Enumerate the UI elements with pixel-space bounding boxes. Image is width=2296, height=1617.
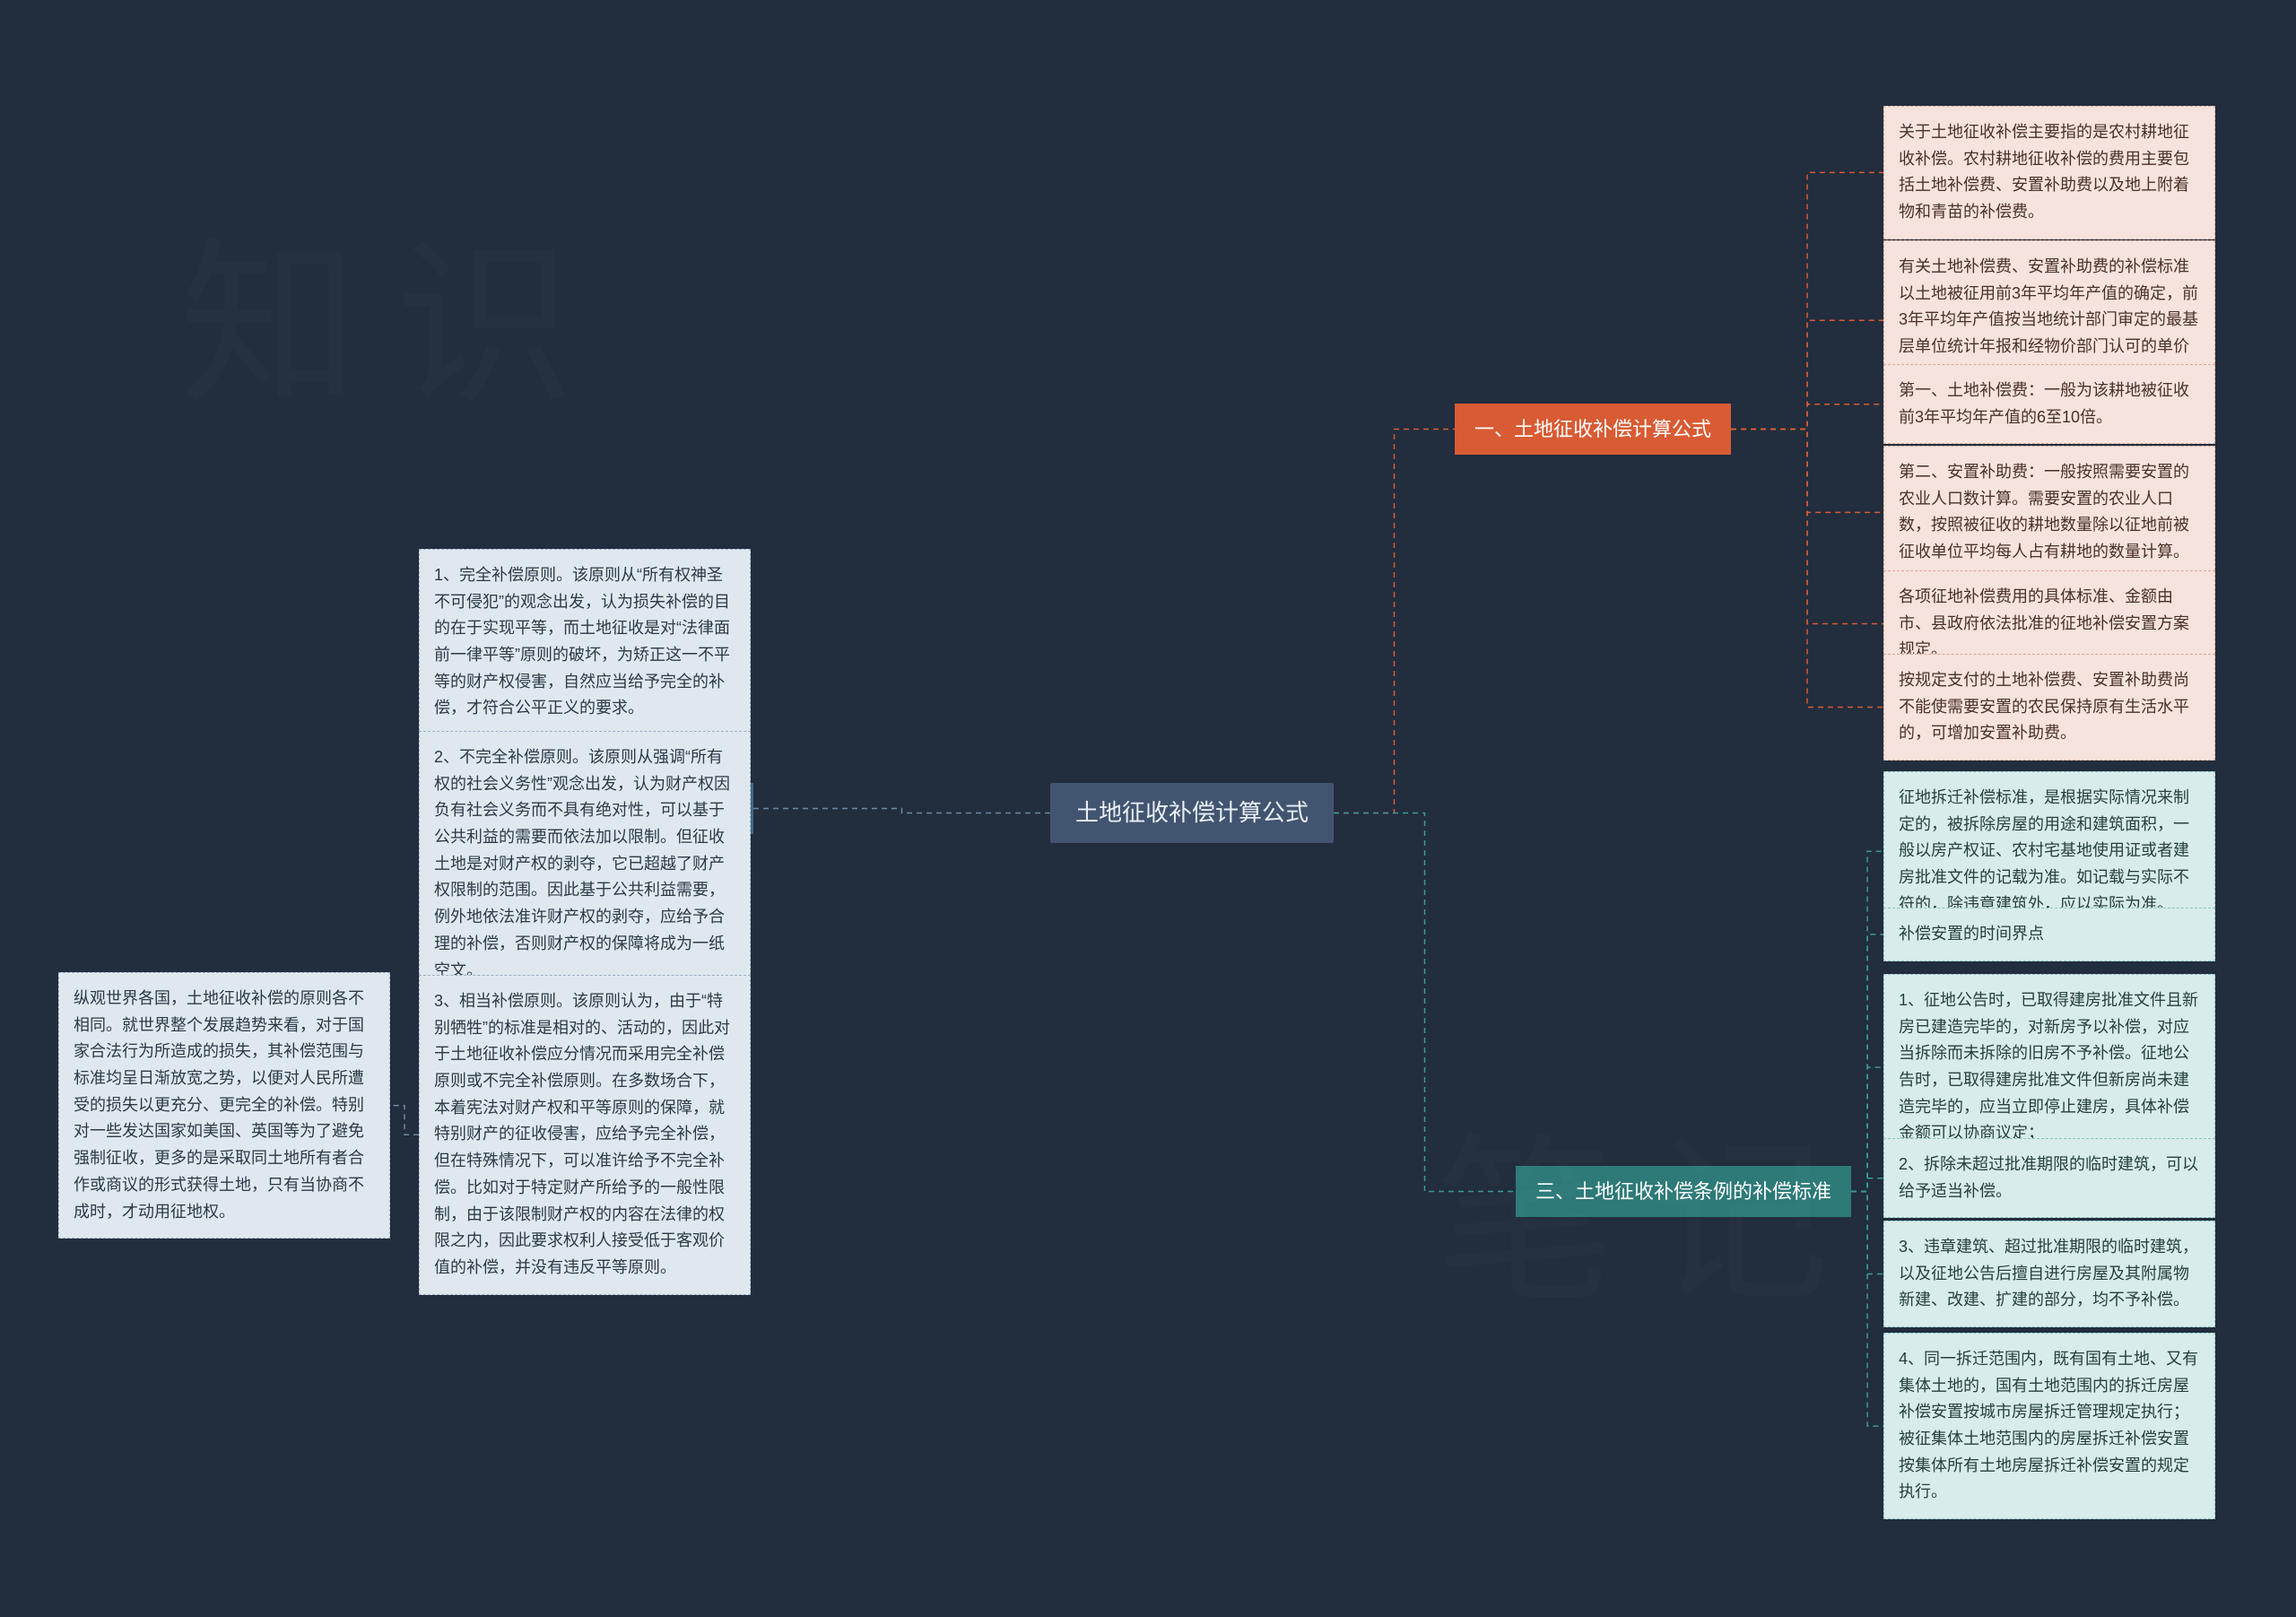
branch3-leaf-4[interactable]: 3、违章建筑、超过批准期限的临时建筑，以及征地公告后擅自进行房屋及其附属物新建、… (1883, 1221, 2215, 1327)
branch-1[interactable]: 一、土地征收补偿计算公式 (1455, 404, 1731, 455)
branch3-leaf-1[interactable]: 补偿安置的时间界点 (1883, 908, 2215, 961)
mindmap-root[interactable]: 土地征收补偿计算公式 (1050, 783, 1334, 843)
branch2-leaf-0[interactable]: 1、完全补偿原则。该原则从“所有权神圣不可侵犯”的观念出发，认为损失补偿的目的在… (419, 549, 751, 735)
branch1-leaf-2[interactable]: 第一、土地补偿费：一般为该耕地被征收前3年平均年产值的6至10倍。 (1883, 364, 2215, 444)
branch2-leaf-1[interactable]: 2、不完全补偿原则。该原则从强调“所有权的社会义务性”观念出发，认为财产权因负有… (419, 731, 751, 997)
branch2-leaf-2[interactable]: 3、相当补偿原则。该原则认为，由于“特别牺牲”的标准是相对的、活动的，因此对于土… (419, 975, 751, 1295)
branch3-leaf-5[interactable]: 4、同一拆迁范围内，既有国有土地、又有集体土地的，国有土地范围内的拆迁房屋补偿安… (1883, 1333, 2215, 1519)
branch1-leaf-0[interactable]: 关于土地征收补偿主要指的是农村耕地征收补偿。农村耕地征收补偿的费用主要包括土地补… (1883, 106, 2215, 239)
branch1-leaf-5[interactable]: 按规定支付的土地补偿费、安置补助费尚不能使需要安置的农民保持原有生活水平的，可增… (1883, 654, 2215, 761)
branch1-leaf-3[interactable]: 第二、安置补助费：一般按照需要安置的农业人口数计算。需要安置的农业人口数，按照被… (1883, 446, 2215, 579)
branch2-extra-0[interactable]: 纵观世界各国，土地征收补偿的原则各不相同。就世界整个发展趋势来看，对于国家合法行… (58, 972, 390, 1239)
branch-3[interactable]: 三、土地征收补偿条例的补偿标准 (1516, 1166, 1851, 1217)
branch3-leaf-2[interactable]: 1、征地公告时，已取得建房批准文件且新房已建造完毕的，对新房予以补偿，对应当拆除… (1883, 974, 2215, 1161)
branch3-leaf-3[interactable]: 2、拆除未超过批准期限的临时建筑，可以给予适当补偿。 (1883, 1138, 2215, 1218)
